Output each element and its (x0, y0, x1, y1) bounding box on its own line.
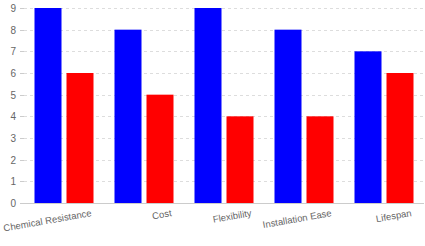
y-tick (20, 116, 24, 117)
bars (35, 8, 414, 203)
y-axis: 0 1 2 3 4 5 6 7 8 9 (10, 3, 24, 209)
grid-line (24, 203, 424, 204)
y-tick-label: 7 (10, 46, 16, 57)
y-tick-label: 6 (10, 68, 16, 79)
grid-line (24, 30, 424, 31)
y-tick (20, 73, 24, 74)
x-tick-label: Lifespan (375, 207, 412, 224)
bar (67, 73, 94, 203)
y-tick (20, 138, 24, 139)
bar (35, 8, 62, 203)
x-axis-line (24, 203, 424, 204)
x-tick-label: Flexibility (212, 207, 253, 225)
chart-container: 0 1 2 3 4 5 6 7 8 9 Chemical Resistance Cost Flexibi… (0, 0, 425, 246)
y-tick (20, 95, 24, 96)
y-tick-label: 0 (10, 198, 16, 209)
bar (115, 30, 142, 203)
y-tick-label: 1 (10, 176, 16, 187)
grid (24, 9, 424, 204)
series (67, 73, 414, 203)
y-tick-label: 2 (10, 155, 16, 166)
y-tick-label: 4 (10, 111, 16, 122)
y-tick-label: 5 (10, 90, 16, 101)
y-tick (20, 51, 24, 52)
x-tick-label: Installation Ease (262, 207, 333, 230)
y-tick (20, 30, 24, 31)
y-tick (20, 181, 24, 182)
y-tick-label: 8 (10, 25, 16, 36)
y-tick (20, 160, 24, 161)
bar (227, 116, 254, 203)
y-tick-label: 9 (10, 3, 16, 14)
bar (307, 116, 334, 203)
grid-line (24, 8, 424, 9)
bar (387, 73, 414, 203)
bar (275, 30, 302, 203)
bar (195, 8, 222, 203)
x-axis: Chemical Resistance Cost Flexibility Instal… (3, 207, 413, 233)
x-tick-label: Cost (151, 207, 173, 221)
series (35, 8, 382, 203)
bar (355, 51, 382, 203)
y-tick-label: 3 (10, 133, 16, 144)
y-tick (20, 8, 24, 9)
bar (147, 95, 174, 203)
x-tick-label: Chemical Resistance (3, 207, 93, 233)
y-tick (20, 203, 24, 204)
chart-svg: 0 1 2 3 4 5 6 7 8 9 Chemical Resistance Cost Flexibi… (0, 0, 425, 246)
